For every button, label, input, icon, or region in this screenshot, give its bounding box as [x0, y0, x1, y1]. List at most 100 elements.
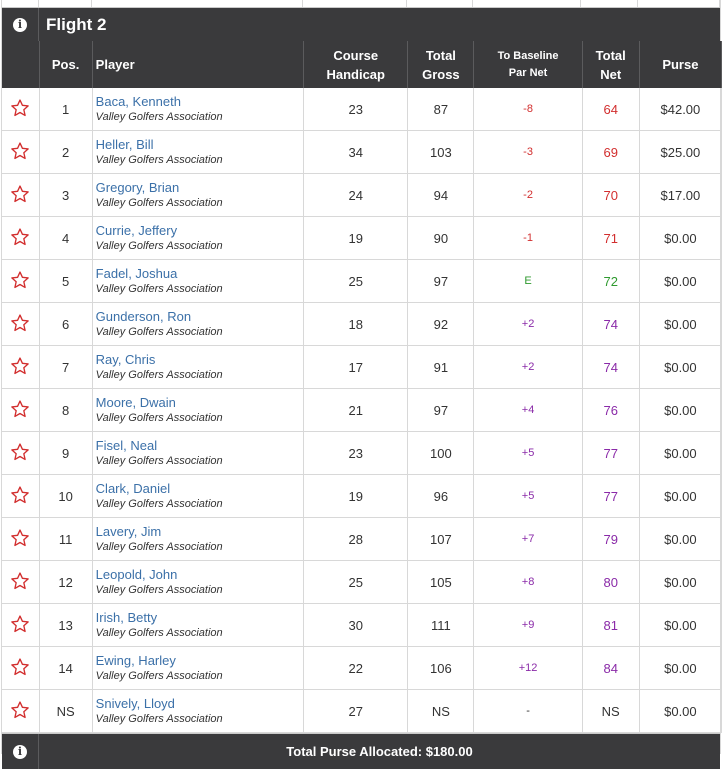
flight-header: i Flight 2	[2, 7, 720, 41]
player-cell: Baca, Kenneth Valley Golfers Association	[92, 88, 305, 131]
to-baseline-cell: -	[473, 689, 583, 733]
to-baseline-cell: -2	[473, 173, 583, 217]
purse-cell: $0.00	[639, 517, 722, 561]
player-name-link[interactable]: Lavery, Jim	[95, 524, 162, 539]
pos-cell: 2	[39, 130, 93, 174]
course-handicap-cell: 23	[303, 88, 409, 131]
favorite-toggle[interactable]	[2, 389, 39, 431]
to-baseline-cell: +5	[473, 474, 583, 518]
player-name-link[interactable]: Fadel, Joshua	[95, 266, 178, 281]
player-name-link[interactable]: Irish, Betty	[95, 610, 158, 625]
player-cell: Ray, Chris Valley Golfers Association	[92, 345, 305, 389]
favorite-toggle[interactable]	[2, 303, 39, 345]
total-net-cell: 80	[582, 560, 640, 604]
favorite-toggle[interactable]	[2, 88, 39, 130]
purse-cell: $0.00	[639, 345, 722, 389]
favorite-toggle[interactable]	[2, 174, 39, 216]
purse-cell: $42.00	[639, 88, 722, 131]
table-row: 1 Baca, Kenneth Valley Golfers Association…	[2, 88, 722, 131]
pos-cell: 9	[39, 431, 93, 475]
to-baseline-cell: +2	[473, 345, 583, 389]
player-name-link[interactable]: Gunderson, Ron	[95, 309, 192, 324]
player-name-link[interactable]: Moore, Dwain	[95, 395, 176, 410]
player-association: Valley Golfers Association	[95, 584, 223, 596]
course-handicap-column-header[interactable]: Course Handicap	[303, 41, 409, 88]
favorite-cell	[2, 216, 40, 260]
to-baseline-header-line2: Par Net	[508, 66, 548, 79]
to-baseline-cell: +7	[473, 517, 583, 561]
pos-column-header[interactable]: Pos.	[39, 41, 93, 88]
player-name-link[interactable]: Clark, Daniel	[95, 481, 171, 496]
total-gross-column-header[interactable]: Total Gross	[407, 41, 475, 88]
player-association: Valley Golfers Association	[95, 283, 223, 295]
total-net-cell: NS	[582, 689, 640, 733]
purse-column-header[interactable]: Purse	[639, 41, 722, 88]
player-association: Valley Golfers Association	[95, 455, 223, 467]
player-name-link[interactable]: Leopold, John	[95, 567, 178, 582]
total-gross-cell: 90	[407, 216, 475, 260]
flight-info-button[interactable]: i	[2, 8, 39, 41]
to-baseline-cell: +5	[473, 431, 583, 475]
favorite-toggle[interactable]	[2, 647, 39, 689]
pos-cell: 7	[39, 345, 93, 389]
player-cell: Gregory, Brian Valley Golfers Association	[92, 173, 305, 217]
player-name-link[interactable]: Snively, Lloyd	[95, 696, 175, 711]
purse-footer: i Total Purse Allocated: $180.00	[2, 733, 720, 769]
player-column-header[interactable]: Player	[92, 41, 305, 88]
favorite-toggle[interactable]	[2, 217, 39, 259]
to-baseline-column-header[interactable]: To Baseline Par Net	[473, 41, 583, 88]
favorite-toggle[interactable]	[2, 131, 39, 173]
total-net-header-line1: Total	[595, 47, 626, 63]
favorite-cell	[2, 431, 40, 475]
player-name-link[interactable]: Heller, Bill	[95, 137, 154, 152]
player-name-link[interactable]: Currie, Jeffery	[95, 223, 178, 238]
total-net-header-line2: Net	[600, 66, 622, 82]
favorite-toggle[interactable]	[2, 690, 39, 732]
player-cell: Currie, Jeffery Valley Golfers Associatio…	[92, 216, 305, 260]
total-gross-header-line1: Total	[425, 47, 456, 63]
player-cell: Lavery, Jim Valley Golfers Association	[92, 517, 305, 561]
footer-info-button[interactable]: i	[2, 734, 39, 769]
star-outline-icon	[10, 657, 30, 680]
favorite-toggle[interactable]	[2, 432, 39, 474]
purse-cell: $0.00	[639, 689, 722, 733]
total-net-cell: 74	[582, 345, 640, 389]
favorite-toggle[interactable]	[2, 518, 39, 560]
total-net-column-header[interactable]: Total Net	[582, 41, 640, 88]
player-name-link[interactable]: Ray, Chris	[95, 352, 156, 367]
player-association: Valley Golfers Association	[95, 240, 223, 252]
favorite-column-header	[2, 41, 40, 88]
player-association: Valley Golfers Association	[95, 111, 223, 123]
player-cell: Fadel, Joshua Valley Golfers Association	[92, 259, 305, 303]
favorite-cell	[2, 88, 40, 131]
favorite-toggle[interactable]	[2, 346, 39, 388]
favorite-cell	[2, 345, 40, 389]
total-gross-cell: NS	[407, 689, 475, 733]
info-icon: i	[13, 744, 27, 759]
player-name-link[interactable]: Ewing, Harley	[95, 653, 176, 668]
table-row: 3 Gregory, Brian Valley Golfers Associatio…	[2, 173, 722, 217]
player-association: Valley Golfers Association	[95, 369, 223, 381]
total-gross-cell: 96	[407, 474, 475, 518]
pos-cell: 5	[39, 259, 93, 303]
table-row: 5 Fadel, Joshua Valley Golfers Association…	[2, 259, 722, 303]
star-outline-icon	[10, 98, 30, 121]
purse-cell: $25.00	[639, 130, 722, 174]
course-handicap-cell: 18	[303, 302, 409, 346]
favorite-toggle[interactable]	[2, 260, 39, 302]
total-gross-cell: 100	[407, 431, 475, 475]
total-net-cell: 69	[582, 130, 640, 174]
star-outline-icon	[10, 356, 30, 379]
favorite-toggle[interactable]	[2, 475, 39, 517]
course-handicap-header-line2: Handicap	[326, 66, 385, 82]
favorite-cell	[2, 646, 40, 690]
player-name-link[interactable]: Fisel, Neal	[95, 438, 158, 453]
player-name-link[interactable]: Baca, Kenneth	[95, 94, 181, 109]
star-outline-icon	[10, 528, 30, 551]
pos-cell: 3	[39, 173, 93, 217]
player-name-link[interactable]: Gregory, Brian	[95, 180, 180, 195]
favorite-toggle[interactable]	[2, 561, 39, 603]
favorite-toggle[interactable]	[2, 604, 39, 646]
total-gross-cell: 92	[407, 302, 475, 346]
purse-cell: $0.00	[639, 431, 722, 475]
